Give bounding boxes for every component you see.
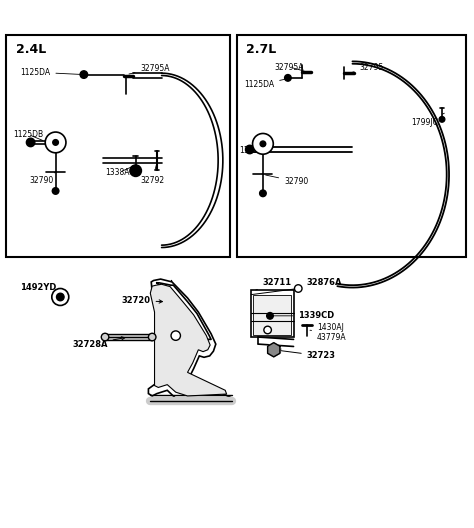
- Circle shape: [171, 331, 181, 341]
- Circle shape: [53, 139, 58, 145]
- Circle shape: [45, 132, 66, 153]
- Circle shape: [253, 134, 273, 154]
- Text: 32790: 32790: [265, 175, 309, 186]
- Text: 32795A: 32795A: [275, 62, 304, 71]
- Circle shape: [52, 288, 69, 306]
- Polygon shape: [268, 343, 280, 357]
- Text: 32728A: 32728A: [72, 337, 125, 348]
- FancyBboxPatch shape: [251, 290, 293, 337]
- Circle shape: [148, 333, 156, 341]
- FancyBboxPatch shape: [6, 35, 230, 257]
- PathPatch shape: [148, 279, 232, 403]
- Text: 32795A: 32795A: [129, 64, 170, 74]
- Text: 32795: 32795: [352, 62, 384, 72]
- Circle shape: [101, 333, 109, 341]
- Text: 32711: 32711: [256, 278, 292, 290]
- Circle shape: [56, 293, 64, 301]
- Text: 1430AJ
43779A: 1430AJ 43779A: [310, 323, 347, 342]
- Circle shape: [267, 313, 273, 319]
- Circle shape: [52, 187, 59, 194]
- FancyBboxPatch shape: [237, 35, 465, 257]
- Circle shape: [260, 141, 266, 147]
- Text: 1125DB: 1125DB: [13, 130, 43, 140]
- Circle shape: [294, 285, 302, 293]
- Polygon shape: [157, 283, 211, 340]
- PathPatch shape: [150, 284, 227, 396]
- Text: 2.4L: 2.4L: [16, 43, 46, 56]
- Text: 1339CD: 1339CD: [273, 312, 335, 320]
- Text: 1799JC: 1799JC: [411, 113, 444, 127]
- Text: 1125DA: 1125DA: [20, 68, 81, 77]
- Text: 1125DB: 1125DB: [239, 143, 269, 155]
- Text: 32792: 32792: [140, 165, 164, 185]
- Text: 32723: 32723: [278, 349, 336, 361]
- Circle shape: [27, 138, 35, 147]
- Circle shape: [80, 71, 88, 78]
- Text: 32790: 32790: [30, 172, 55, 185]
- Text: 1338AC: 1338AC: [105, 166, 135, 176]
- Text: 1492YD: 1492YD: [20, 283, 56, 292]
- Circle shape: [260, 190, 266, 196]
- Circle shape: [246, 145, 254, 154]
- Text: 32720: 32720: [121, 296, 163, 305]
- Text: 2.7L: 2.7L: [246, 43, 277, 56]
- Circle shape: [284, 74, 291, 81]
- Circle shape: [264, 326, 272, 334]
- FancyBboxPatch shape: [254, 295, 291, 335]
- Circle shape: [439, 117, 445, 122]
- Text: 32876A: 32876A: [301, 278, 342, 288]
- Circle shape: [130, 165, 141, 176]
- Text: 1125DA: 1125DA: [244, 79, 289, 89]
